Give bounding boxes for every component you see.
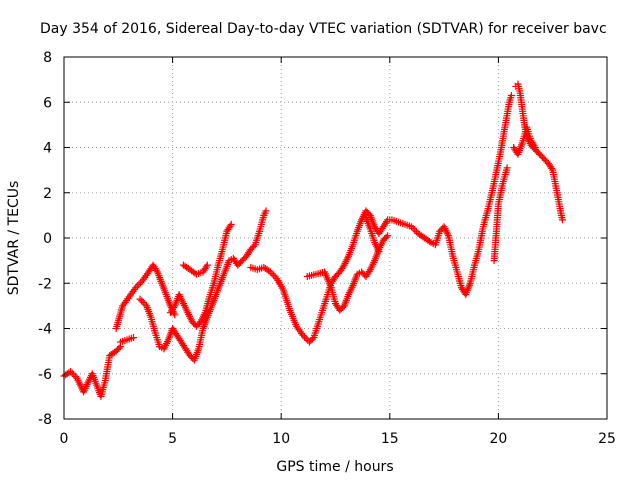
data-point <box>171 311 179 319</box>
data-point <box>137 279 145 287</box>
data-point <box>250 242 258 250</box>
data-point <box>270 271 278 279</box>
y-tick-labels: -8 -6 -4 -2 0 2 4 6 8 <box>38 50 52 428</box>
data-point <box>530 142 538 150</box>
x-tick-label: 20 <box>489 431 507 447</box>
x-axis-label: GPS time / hours <box>276 459 393 475</box>
data-point <box>548 164 556 172</box>
data-point <box>67 367 75 375</box>
data-point <box>135 280 143 288</box>
y-tick-label: -2 <box>38 276 52 292</box>
data-point <box>70 371 78 379</box>
data-point <box>507 91 515 99</box>
data-point <box>301 333 309 341</box>
data-point <box>266 268 274 276</box>
data-point <box>203 261 211 269</box>
data-point <box>308 335 316 343</box>
y-tick-label: 8 <box>43 50 52 66</box>
data-point <box>271 273 279 281</box>
data-point <box>130 334 138 342</box>
data-point <box>268 270 276 278</box>
y-axis-label: SDTVAR / TECUs <box>6 181 22 296</box>
chart-title: Day 354 of 2016, Sidereal Day-to-day VTE… <box>40 21 607 37</box>
data-point <box>503 164 511 172</box>
y-tick-label: 0 <box>43 231 52 247</box>
data-point <box>302 335 310 343</box>
data-point <box>71 373 79 381</box>
y-tick-label: -4 <box>38 322 52 338</box>
y-tick-label: 6 <box>43 95 52 111</box>
data-point <box>408 223 416 231</box>
data-point <box>262 207 270 215</box>
data-point <box>384 232 392 240</box>
y-tick-label: 4 <box>43 141 52 157</box>
plot-frame <box>63 56 608 420</box>
y-tick-label: -8 <box>38 412 52 428</box>
data-point <box>132 284 140 292</box>
data-point <box>382 233 390 241</box>
data-point <box>133 282 141 290</box>
data-point <box>365 267 373 275</box>
data-point <box>339 263 347 271</box>
data-point <box>139 298 147 306</box>
data-point <box>68 369 76 377</box>
data-point <box>170 304 178 312</box>
x-tick-label: 5 <box>168 431 177 447</box>
x-tick-label: 25 <box>598 431 616 447</box>
data-point <box>136 295 144 303</box>
data-point <box>152 266 160 274</box>
data-point <box>115 344 123 352</box>
x-tick-label: 10 <box>272 431 290 447</box>
data-point <box>411 226 419 234</box>
data-point <box>558 216 566 224</box>
y-tick-label: -6 <box>38 367 52 383</box>
data-point <box>227 220 235 228</box>
data-point <box>202 263 210 271</box>
data-point <box>383 218 391 226</box>
data-points <box>60 80 566 400</box>
data-point <box>141 300 149 308</box>
data-point <box>425 237 433 245</box>
x-tick-labels: 0 5 10 15 20 25 <box>60 431 616 447</box>
data-point <box>409 224 417 232</box>
y-tick-label: 2 <box>43 186 52 202</box>
x-tick-label: 15 <box>381 431 399 447</box>
data-point <box>138 297 146 305</box>
data-point <box>226 222 234 230</box>
data-point <box>375 248 383 256</box>
data-point <box>531 144 539 151</box>
x-tick-label: 0 <box>60 431 69 447</box>
data-point <box>299 331 307 339</box>
